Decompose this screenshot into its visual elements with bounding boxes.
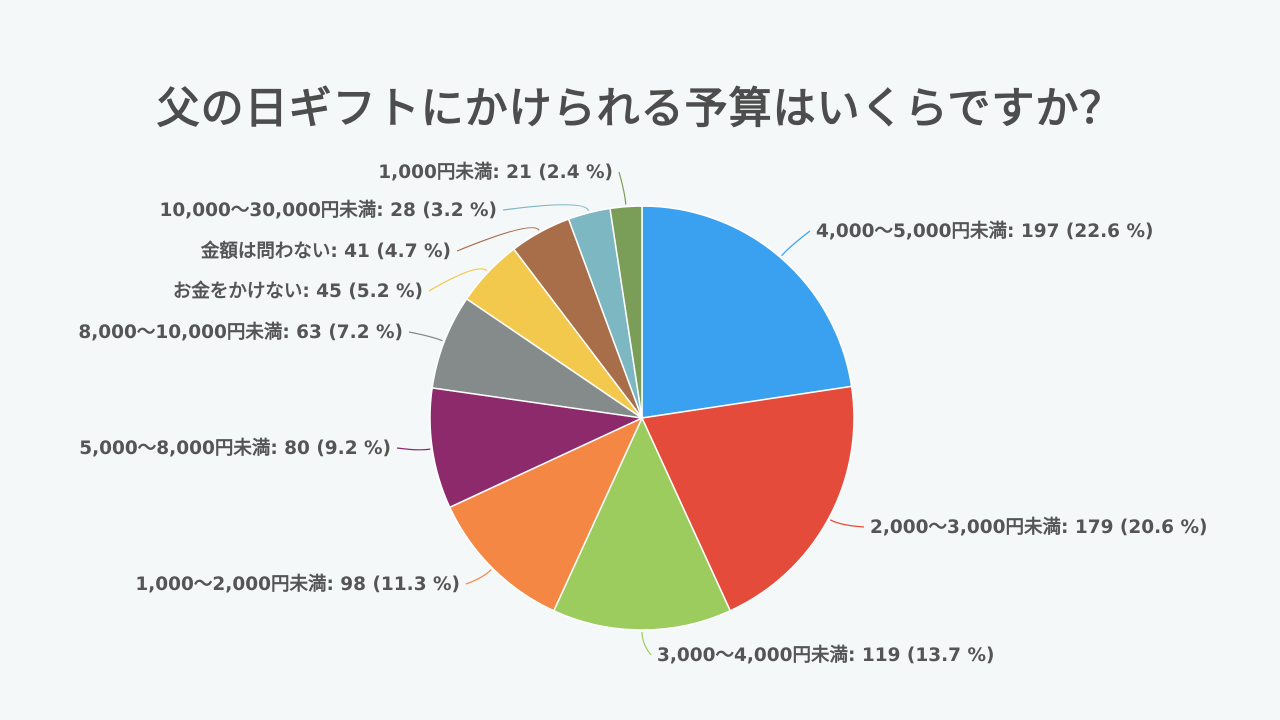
slice-label: 1,000円未満: 21 (2.4 %) [378, 161, 613, 183]
leader-line [502, 204, 590, 212]
slice-label: お金をかけない: 45 (5.2 %) [173, 280, 423, 302]
leader-line [428, 268, 488, 292]
pie-slice [641, 205, 853, 419]
pie-slice [640, 385, 855, 612]
pie-slice [552, 416, 732, 631]
slice-label: 1,000〜2,000円未満: 98 (11.3 %) [135, 573, 460, 595]
pie-slice [429, 387, 645, 509]
slice-label: 4,000〜5,000円未満: 197 (22.6 %) [816, 220, 1153, 242]
leader-line [456, 227, 540, 252]
pie-slice [448, 416, 644, 612]
chart-title: 父の日ギフトにかけられる予算はいくらですか？ [156, 84, 1124, 134]
slice-labels: 4,000〜5,000円未満: 197 (22.6 %) 2,000〜3,000円… [78, 161, 1207, 666]
slice-label: 10,000〜30,000円未満: 28 (3.2 %) [160, 199, 497, 221]
leader-line [408, 331, 443, 342]
leader-line [396, 447, 431, 451]
pie-slices [429, 205, 855, 631]
slice-label: 2,000〜3,000円未満: 179 (20.6 %) [870, 516, 1207, 538]
slice-label: 3,000〜4,000円未満: 119 (13.7 %) [657, 644, 994, 666]
leader-line [641, 631, 652, 656]
slice-label: 8,000〜10,000円未満: 63 (7.2 %) [78, 321, 403, 343]
pie-slice [609, 205, 643, 419]
leader-line [465, 569, 492, 585]
leader-line [829, 519, 865, 528]
slice-label: 5,000〜8,000円未満: 80 (9.2 %) [79, 437, 391, 459]
leader-line [618, 171, 627, 205]
leader-line [781, 230, 811, 257]
slice-label: 金額は問わない: 41 (4.7 %) [200, 240, 451, 262]
leader-lines [396, 171, 865, 656]
